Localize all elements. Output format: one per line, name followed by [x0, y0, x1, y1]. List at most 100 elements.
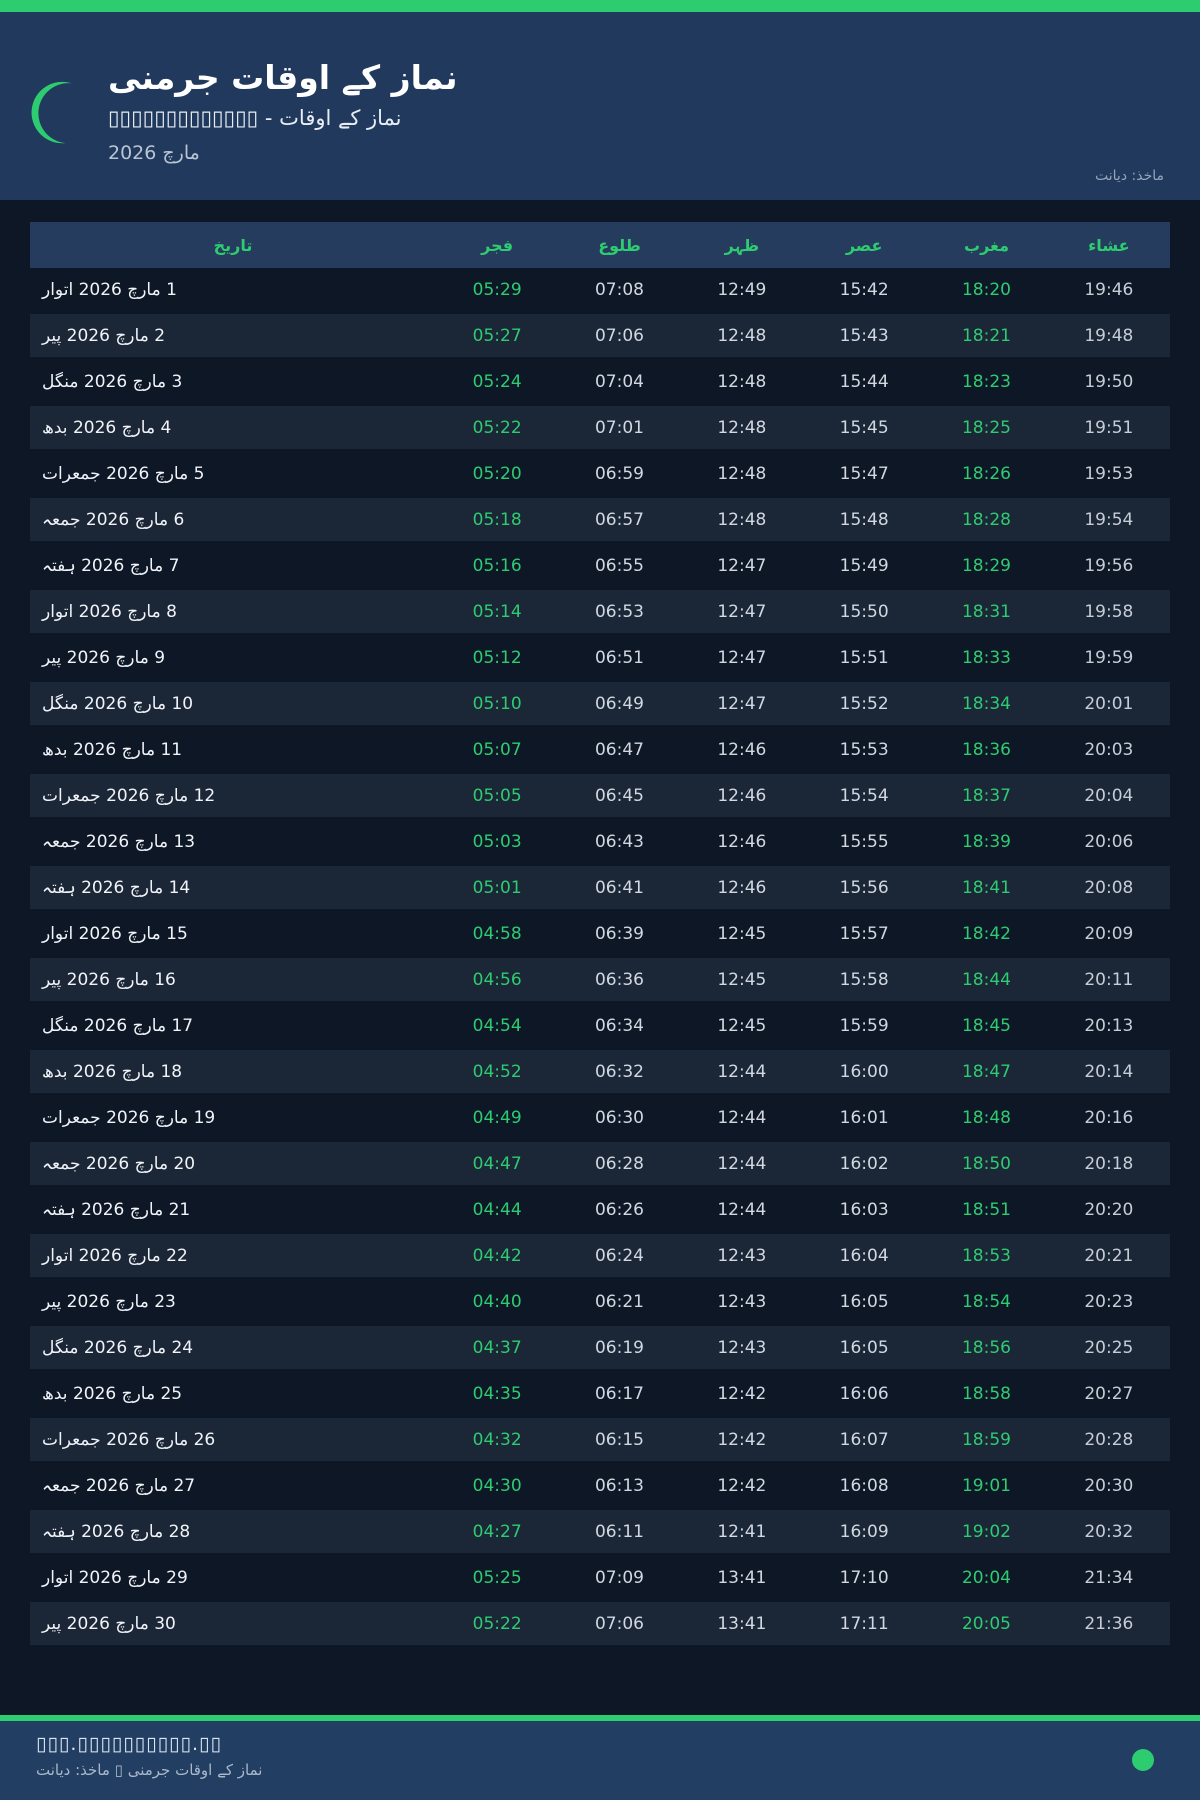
time-cell-tulu: 06:59	[594, 463, 644, 484]
time-cell-asr: 16:05	[839, 1291, 889, 1312]
time-cell-tulu: 06:41	[594, 877, 644, 898]
time-cell-maghrib: 18:42	[961, 923, 1011, 944]
time-cell-zuhr: 12:47	[717, 693, 767, 714]
time-cell-asr: 16:06	[839, 1383, 889, 1404]
time-cell-fajr: 05:24	[472, 371, 522, 392]
main-area: تاریخ فجر طلوع ظہر عصر مغرب عشاء 1 مارچ 2026 ا…	[0, 200, 1200, 1715]
time-cell-tulu: 06:53	[594, 601, 644, 622]
time-cell-isha: 20:11	[1084, 969, 1134, 990]
table-row: 11 مارچ 2026 بدھ 05:07 06:47 12:46 15:53 18:3…	[30, 728, 1170, 774]
time-cell-maghrib: 18:44	[961, 969, 1011, 990]
time-cell-fajr: 05:29	[472, 279, 522, 300]
time-cell-maghrib: 18:45	[961, 1015, 1011, 1036]
time-cell-maghrib: 18:26	[961, 463, 1011, 484]
time-cell-asr: 15:53	[839, 739, 889, 760]
website-label: ▯▯▯.▯▯▯▯▯▯▯▯▯▯.▯▯	[36, 1733, 222, 1755]
time-cell-isha: 19:56	[1084, 555, 1134, 576]
time-cell-zuhr: 12:46	[717, 739, 767, 760]
date-cell: 17 مارچ 2026 منگل	[42, 1015, 194, 1036]
time-cell-maghrib: 20:04	[961, 1567, 1011, 1588]
time-cell-tulu: 06:57	[594, 509, 644, 530]
table-row: 25 مارچ 2026 بدھ 04:35 06:17 12:42 16:06 18:5…	[30, 1372, 1170, 1418]
time-cell-isha: 20:23	[1084, 1291, 1134, 1312]
time-cell-fajr: 04:44	[472, 1199, 522, 1220]
time-cell-fajr: 05:05	[472, 785, 522, 806]
time-cell-fajr: 05:22	[472, 417, 522, 438]
time-cell-zuhr: 12:47	[717, 601, 767, 622]
time-cell-maghrib: 18:56	[961, 1337, 1011, 1358]
time-cell-maghrib: 18:51	[961, 1199, 1011, 1220]
time-cell-zuhr: 12:47	[717, 647, 767, 668]
time-cell-maghrib: 18:39	[961, 831, 1011, 852]
date-cell: 5 مارچ 2026 جمعرات	[42, 463, 205, 484]
time-cell-zuhr: 12:48	[717, 463, 767, 484]
column-header-0: تاریخ	[213, 235, 253, 255]
time-cell-asr: 15:48	[839, 509, 889, 530]
table-row: 27 مارچ 2026 جمعہ 04:30 06:13 12:42 16:08 19:…	[30, 1464, 1170, 1510]
table-row: 17 مارچ 2026 منگل 04:54 06:34 12:45 15:59 18:…	[30, 1004, 1170, 1050]
table-row: 13 مارچ 2026 جمعہ 05:03 06:43 12:46 15:55 18:…	[30, 820, 1170, 866]
time-cell-asr: 16:00	[839, 1061, 889, 1082]
date-cell: 11 مارچ 2026 بدھ	[42, 739, 183, 760]
time-cell-maghrib: 20:05	[961, 1613, 1011, 1634]
table-row: 30 مارچ 2026 پیر 05:22 07:06 13:41 17:11 20:0…	[30, 1602, 1170, 1648]
time-cell-tulu: 06:39	[594, 923, 644, 944]
time-cell-isha: 20:20	[1084, 1199, 1134, 1220]
time-cell-tulu: 06:45	[594, 785, 644, 806]
date-cell: 12 مارچ 2026 جمعرات	[42, 785, 216, 806]
time-cell-tulu: 07:08	[594, 279, 644, 300]
time-cell-isha: 20:30	[1084, 1475, 1134, 1496]
table-row: 2 مارچ 2026 پیر 05:27 07:06 12:48 15:43 18:21…	[30, 314, 1170, 360]
time-cell-asr: 16:01	[839, 1107, 889, 1128]
time-cell-fajr: 05:12	[472, 647, 522, 668]
time-cell-maghrib: 18:59	[961, 1429, 1011, 1450]
time-cell-isha: 20:06	[1084, 831, 1134, 852]
time-cell-maghrib: 18:58	[961, 1383, 1011, 1404]
column-header-2: طلوع	[598, 235, 641, 255]
date-cell: 24 مارچ 2026 منگل	[42, 1337, 194, 1358]
table-row: 6 مارچ 2026 جمعہ 05:18 06:57 12:48 15:48 18:2…	[30, 498, 1170, 544]
time-cell-asr: 16:02	[839, 1153, 889, 1174]
time-cell-zuhr: 12:48	[717, 417, 767, 438]
time-cell-isha: 19:50	[1084, 371, 1134, 392]
date-cell: 4 مارچ 2026 بدھ	[42, 417, 172, 438]
table-row: 10 مارچ 2026 منگل 05:10 06:49 12:47 15:52 18:…	[30, 682, 1170, 728]
time-cell-fajr: 05:25	[472, 1567, 522, 1588]
credit-label: نماز کے اوقات جرمنی ▯ ماخذ: دیانت	[36, 1761, 263, 1779]
date-cell: 16 مارچ 2026 پیر	[42, 969, 176, 990]
time-cell-isha: 20:32	[1084, 1521, 1134, 1542]
date-cell: 15 مارچ 2026 اتوار	[42, 923, 188, 944]
time-cell-asr: 16:09	[839, 1521, 889, 1542]
table-row: 20 مارچ 2026 جمعہ 04:47 06:28 12:44 16:02 18:…	[30, 1142, 1170, 1188]
time-cell-tulu: 06:34	[594, 1015, 644, 1036]
date-cell: 1 مارچ 2026 اتوار	[42, 279, 177, 300]
time-cell-isha: 19:59	[1084, 647, 1134, 668]
time-cell-isha: 19:48	[1084, 325, 1134, 346]
time-cell-fajr: 05:27	[472, 325, 522, 346]
time-cell-isha: 20:13	[1084, 1015, 1134, 1036]
time-cell-zuhr: 12:42	[717, 1429, 767, 1450]
table-row: 5 مارچ 2026 جمعرات 05:20 06:59 12:48 15:47 18…	[30, 452, 1170, 498]
time-cell-asr: 15:56	[839, 877, 889, 898]
column-header-3: ظہر	[724, 235, 760, 255]
time-cell-asr: 17:10	[839, 1567, 889, 1588]
time-cell-maghrib: 18:47	[961, 1061, 1011, 1082]
time-cell-asr: 16:03	[839, 1199, 889, 1220]
time-cell-isha: 19:53	[1084, 463, 1134, 484]
time-cell-asr: 15:58	[839, 969, 889, 990]
time-cell-tulu: 06:24	[594, 1245, 644, 1266]
time-cell-tulu: 06:49	[594, 693, 644, 714]
time-cell-asr: 15:51	[839, 647, 889, 668]
time-cell-tulu: 06:43	[594, 831, 644, 852]
time-cell-tulu: 07:06	[594, 325, 644, 346]
time-cell-asr: 15:52	[839, 693, 889, 714]
time-cell-maghrib: 18:50	[961, 1153, 1011, 1174]
table-row: 15 مارچ 2026 اتوار 04:58 06:39 12:45 15:57 18…	[30, 912, 1170, 958]
time-cell-zuhr: 12:45	[717, 923, 767, 944]
time-cell-isha: 19:54	[1084, 509, 1134, 530]
time-cell-tulu: 06:30	[594, 1107, 644, 1128]
page-subtitle: نماز کے اوقات - ▯▯▯▯▯▯▯▯▯▯▯▯▯	[108, 105, 402, 130]
time-cell-zuhr: 12:44	[717, 1107, 767, 1128]
date-cell: 9 مارچ 2026 پیر	[42, 647, 166, 668]
time-cell-zuhr: 12:48	[717, 371, 767, 392]
